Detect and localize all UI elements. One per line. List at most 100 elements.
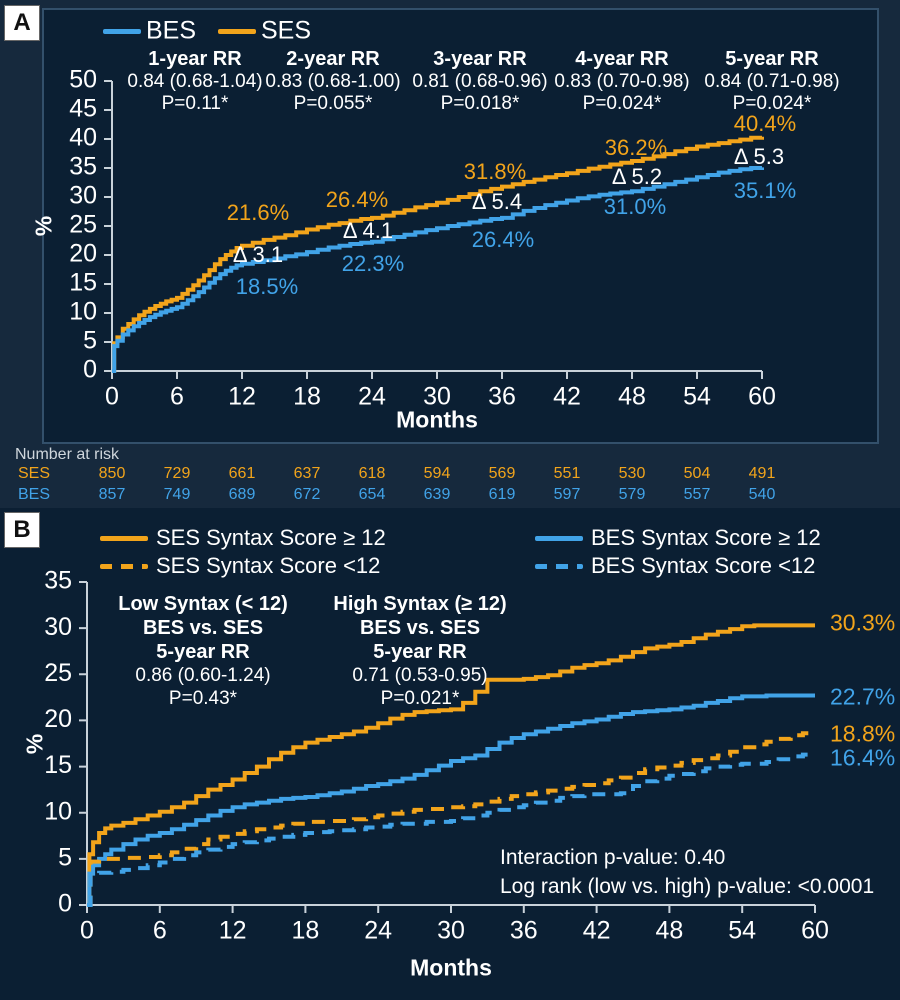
curve-ses-syntax-score-12 [87,731,817,907]
risk-row-label-bes: BES [18,486,51,503]
svg-text:12: 12 [219,917,247,945]
bes-48mo-label: 31.0% [603,194,667,219]
bes-24mo-label: 22.3% [341,251,405,276]
ses-24mo-label: 26.4% [325,187,389,212]
high-syntax-estimate: 0.71 (0.53-0.95) [352,665,488,686]
bes-12mo-label: 18.5% [235,274,299,299]
legend-label-ses: SES [261,16,312,45]
svg-text:15: 15 [44,751,72,779]
svg-text:48: 48 [655,917,683,945]
pvalue-annotations: Interaction p-value: 0.40 Log rank (low … [500,843,874,901]
svg-text:45: 45 [69,95,97,123]
legend-swatch-ses [218,29,256,34]
high-syntax-block: High Syntax (≥ 12) BES vs. SES 5-year RR… [290,592,550,710]
svg-text:5: 5 [58,843,72,871]
svg-text:6: 6 [170,383,184,411]
bes-low-end-label: 16.4% [830,744,896,771]
panel-a-corner-label: A [4,5,40,41]
svg-text:10: 10 [69,298,97,326]
panel-a-xaxis-title: Months [396,406,478,433]
svg-text:20: 20 [44,705,72,733]
legend-label-bes-low: BES Syntax Score <12 [591,553,816,578]
svg-text:30: 30 [69,182,97,210]
risk-row-label-ses: SES [18,465,51,482]
panel-b-plot-area [0,508,900,1000]
legend-swatch-ses-high [100,536,148,541]
svg-text:20: 20 [69,240,97,268]
ses-low-end-label: 18.8% [830,720,896,747]
rr-estimate: 0.83 (0.68-1.00) [265,71,401,92]
svg-text:54: 54 [683,383,711,411]
curve-bes-syntax-score-12 [87,693,815,907]
low-syntax-estimate: 0.86 (0.60-1.24) [135,665,271,686]
delta-60mo-label: Δ 5.3 [733,144,785,169]
rr-column-3year: 3-year RR 0.81 (0.68-0.96) P=0.018* [390,48,570,115]
curve-ses-syntax-score-12 [87,623,815,907]
panel-b-corner-label: B [4,512,40,548]
rr-pvalue: P=0.024* [732,93,812,114]
curve-bes-syntax-score-12 [87,752,817,907]
legend-label-bes: BES [146,16,197,45]
svg-text:42: 42 [553,383,581,411]
delta-36mo-label: Δ 5.4 [471,189,523,214]
low-syntax-comparison: BES vs. SES [142,617,264,639]
legend-swatch-bes-low [535,564,583,569]
svg-text:18: 18 [291,917,319,945]
bes-60mo-label: 35.1% [733,178,797,203]
low-syntax-block: Low Syntax (< 12) BES vs. SES 5-year RR … [73,592,333,710]
svg-text:0: 0 [80,917,94,945]
risk-table-title: Number at risk [15,446,120,463]
svg-text:48: 48 [618,383,646,411]
high-syntax-title: High Syntax (≥ 12) [333,593,507,615]
legend-swatch-ses-low [100,564,148,569]
curve-ses [112,135,764,373]
svg-text:36: 36 [488,383,516,411]
svg-text:35: 35 [69,153,97,181]
rr-header: 1-year RR [148,48,242,70]
rr-estimate: 0.83 (0.70-0.98) [554,71,690,92]
rr-header: 2-year RR [286,48,380,70]
logrank-pvalue: Log rank (low vs. high) p-value: <0.0001 [500,875,875,898]
rr-estimate: 0.84 (0.68-1.04) [127,71,263,92]
bes-36mo-label: 26.4% [471,227,535,252]
svg-text:24: 24 [364,917,392,945]
svg-text:10: 10 [44,797,72,825]
curve-bes [112,166,764,373]
svg-text:54: 54 [728,917,756,945]
ses-12mo-label: 21.6% [226,200,290,225]
svg-text:36: 36 [510,917,538,945]
svg-text:42: 42 [583,917,611,945]
svg-text:24: 24 [358,383,386,411]
low-syntax-pvalue: P=0.43* [168,688,238,709]
panel-a-yaxis-title: % [30,215,57,237]
delta-24mo-label: Δ 4.1 [342,218,394,243]
rr-pvalue: P=0.018* [440,93,520,114]
bes-high-end-label: 22.7% [830,683,896,710]
rr-header: 4-year RR [575,48,669,70]
ses-48mo-label: 36.2% [604,135,668,160]
delta-12mo-label: Δ 3.1 [232,242,284,267]
rr-header: 5-year RR [725,48,819,70]
svg-text:0: 0 [83,356,97,384]
low-syntax-title: Low Syntax (< 12) [118,593,288,615]
rr-column-5year: 5-year RR 0.84 (0.71-0.98) P=0.024* [682,48,862,115]
legend-label-bes-high: BES Syntax Score ≥ 12 [591,525,821,550]
svg-text:15: 15 [69,269,97,297]
svg-text:0: 0 [105,383,119,411]
panel-b-yaxis-title: % [21,733,48,755]
svg-text:30: 30 [423,383,451,411]
svg-text:40: 40 [69,124,97,152]
legend-swatch-bes-high [535,536,583,541]
interaction-pvalue: Interaction p-value: 0.40 [500,846,726,869]
svg-text:0: 0 [58,890,72,918]
svg-text:25: 25 [44,659,72,687]
svg-text:60: 60 [801,917,829,945]
ses-36mo-label: 31.8% [463,159,527,184]
svg-text:30: 30 [437,917,465,945]
ses-high-end-label: 30.3% [830,609,896,636]
high-syntax-comparison: BES vs. SES [359,617,481,639]
legend-label-ses-high: SES Syntax Score ≥ 12 [156,525,386,550]
rr-pvalue: P=0.11* [161,93,229,114]
